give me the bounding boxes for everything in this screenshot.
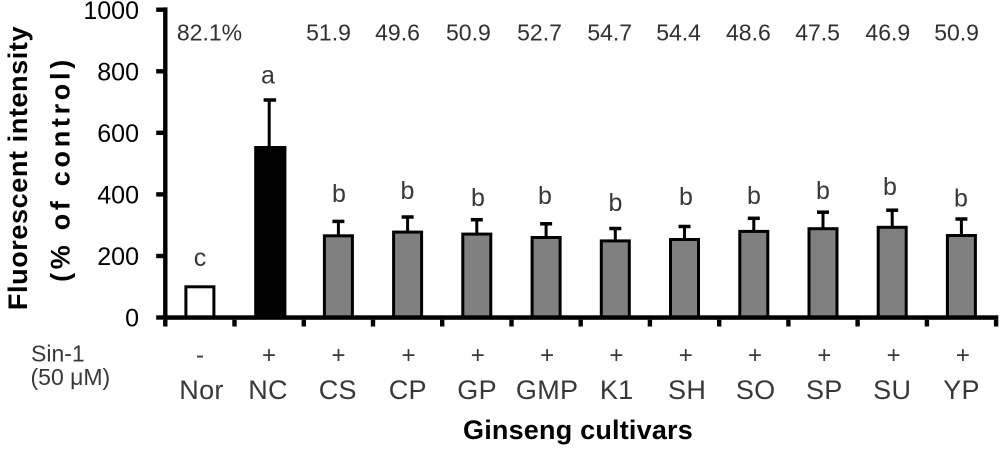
svg-text:200: 200	[97, 243, 139, 271]
svg-text:+: +	[609, 342, 623, 369]
svg-text:+: +	[262, 342, 276, 369]
svg-text:+: +	[540, 342, 554, 369]
svg-text:b: b	[816, 177, 830, 205]
svg-text:b: b	[401, 177, 415, 205]
svg-text:b: b	[679, 183, 693, 211]
svg-text:-: -	[196, 342, 204, 369]
svg-text:+: +	[817, 342, 831, 369]
svg-text:50.9: 50.9	[446, 20, 491, 46]
svg-text:SH: SH	[668, 375, 706, 405]
svg-text:b: b	[332, 180, 346, 208]
svg-text:GMP: GMP	[516, 375, 578, 405]
svg-text:54.4: 54.4	[656, 20, 701, 46]
svg-text:b: b	[538, 182, 552, 210]
svg-text:800: 800	[97, 58, 139, 86]
svg-text:a: a	[261, 62, 275, 90]
svg-text:52.7: 52.7	[517, 20, 562, 46]
svg-text:1000: 1000	[83, 0, 139, 25]
svg-text:Sin-1: Sin-1	[31, 341, 85, 367]
svg-text:b: b	[471, 184, 485, 212]
svg-text:+: +	[401, 342, 415, 369]
svg-text:+: +	[887, 342, 901, 369]
svg-text:SU: SU	[873, 375, 911, 405]
svg-text:49.6: 49.6	[375, 20, 420, 46]
svg-text:48.6: 48.6	[726, 20, 771, 46]
svg-text:+: +	[471, 342, 485, 369]
svg-text:+: +	[331, 342, 345, 369]
svg-text:400: 400	[97, 182, 139, 210]
svg-text:SP: SP	[806, 375, 843, 405]
svg-text:b: b	[747, 182, 761, 210]
svg-text:+: +	[679, 342, 693, 369]
svg-text:GP: GP	[457, 375, 497, 405]
svg-text:600: 600	[97, 120, 139, 148]
svg-text:Nor: Nor	[179, 375, 223, 405]
svg-text:47.5: 47.5	[795, 20, 840, 46]
svg-text:c: c	[194, 244, 207, 272]
svg-text:SO: SO	[736, 375, 776, 405]
svg-text:0: 0	[125, 305, 139, 333]
svg-text:+: +	[748, 342, 762, 369]
svg-text:CP: CP	[389, 375, 427, 405]
svg-text:Ginseng cultivars: Ginseng cultivars	[463, 415, 693, 445]
svg-text:(% of control): (% of control)	[45, 56, 75, 282]
svg-text:b: b	[883, 173, 897, 201]
svg-text:54.7: 54.7	[587, 20, 632, 46]
svg-text:b: b	[954, 185, 968, 213]
svg-text:46.9: 46.9	[865, 20, 910, 46]
svg-text:+: +	[956, 342, 970, 369]
svg-text:(50 μM): (50 μM)	[31, 364, 111, 390]
svg-text:82.1%: 82.1%	[177, 20, 242, 46]
svg-text:51.9: 51.9	[306, 20, 351, 46]
svg-text:b: b	[609, 189, 623, 217]
svg-text:NC: NC	[248, 375, 288, 405]
svg-text:CS: CS	[319, 375, 357, 405]
svg-text:YP: YP	[943, 375, 980, 405]
svg-text:Fluorescent intensity: Fluorescent intensity	[3, 26, 33, 310]
svg-text:K1: K1	[600, 375, 634, 405]
svg-text:50.9: 50.9	[934, 20, 979, 46]
